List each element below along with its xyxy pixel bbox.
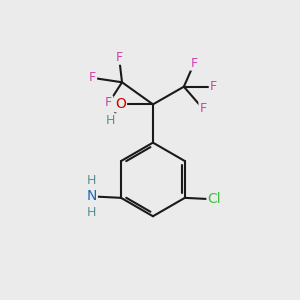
Text: F: F (200, 102, 207, 115)
Text: N: N (86, 189, 97, 203)
Text: H: H (87, 206, 96, 219)
Text: F: F (105, 96, 112, 110)
Text: F: F (190, 57, 198, 70)
Text: F: F (116, 51, 123, 64)
Text: H: H (106, 114, 115, 127)
Text: F: F (89, 71, 96, 84)
Text: O: O (115, 98, 126, 111)
Text: F: F (210, 80, 217, 93)
Text: H: H (87, 174, 96, 187)
Text: Cl: Cl (208, 192, 221, 206)
